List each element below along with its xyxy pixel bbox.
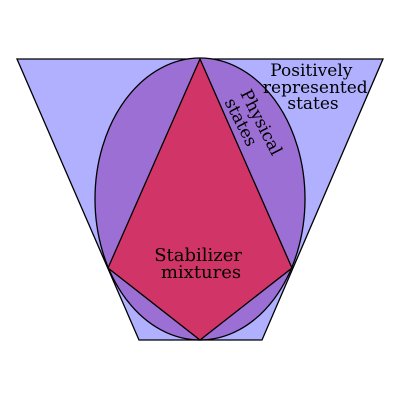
- stabilizer-mixtures-line-2: mixtures: [161, 262, 241, 283]
- stabilizer-mixtures-region: [107, 57, 293, 341]
- stabilizer-mixtures-line-1: Stabilizer: [154, 245, 242, 266]
- positively-represented-states-label: Positively represented states: [263, 61, 373, 114]
- positively-represented-line-3: states: [287, 94, 338, 114]
- positively-represented-line-1: Positively: [270, 61, 353, 81]
- positively-represented-line-2: represented: [263, 78, 368, 98]
- stabilizer-mixtures-label: Stabilizer mixtures: [154, 245, 248, 283]
